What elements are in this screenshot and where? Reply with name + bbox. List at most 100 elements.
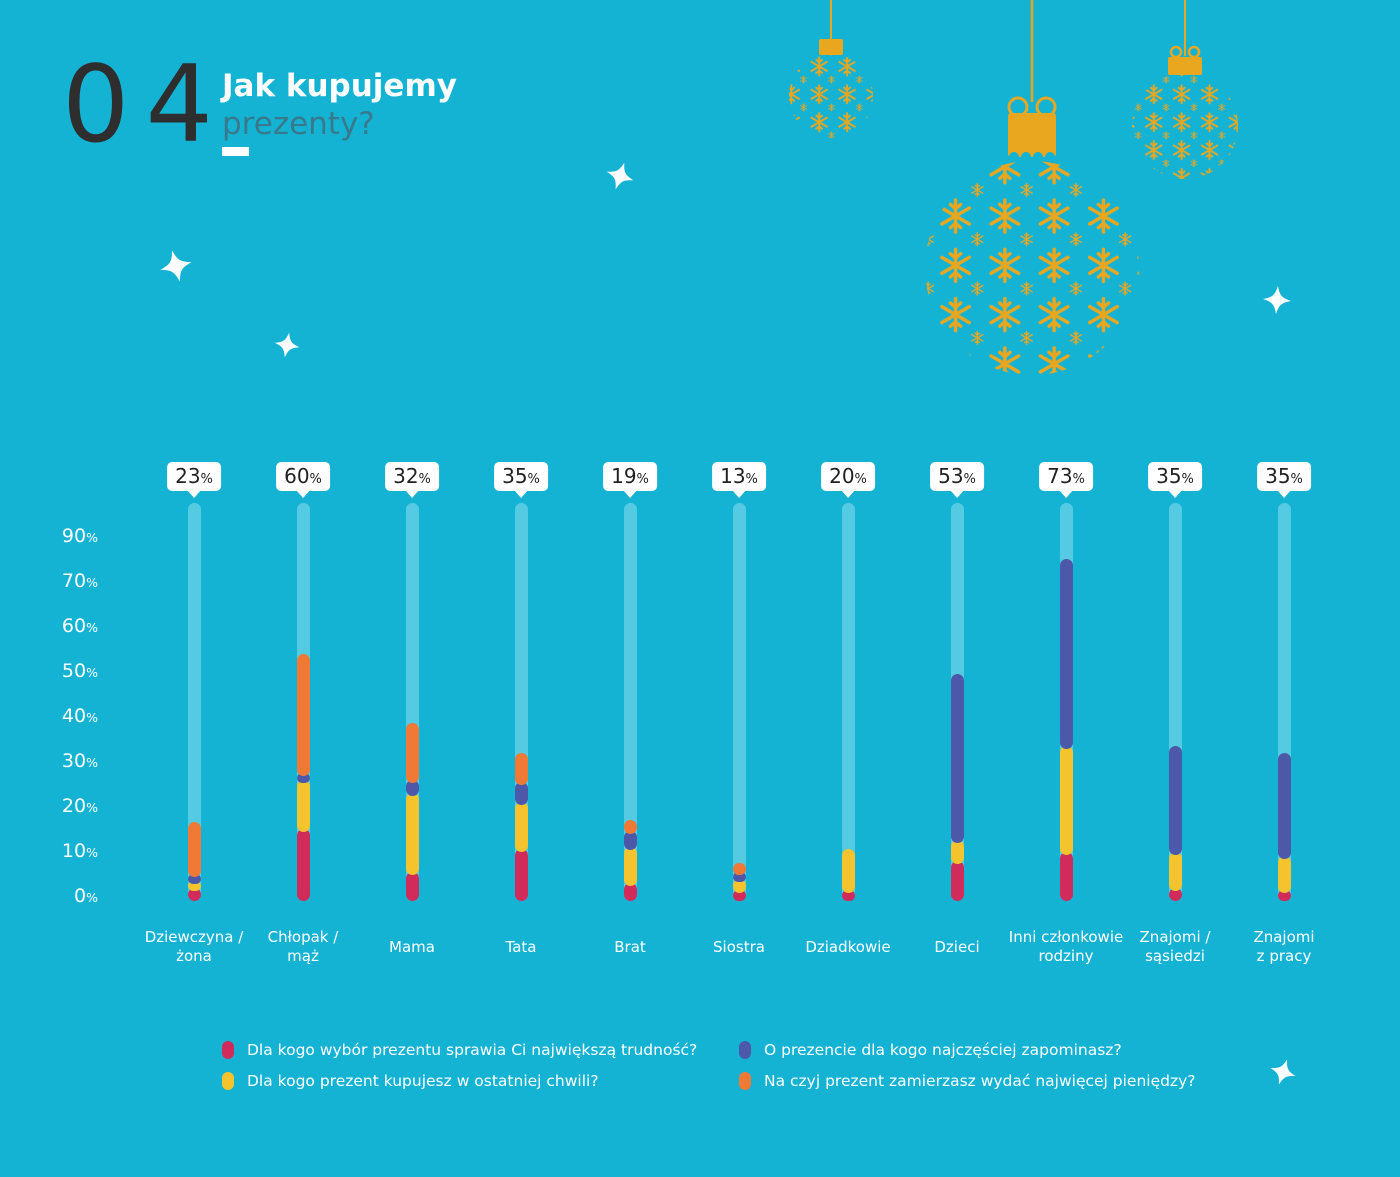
category-label: Tata [505, 937, 537, 956]
bar-segment-series-2 [1277, 752, 1291, 859]
bar-track [623, 503, 637, 901]
bar-segment-series-2 [296, 772, 310, 783]
bar-segment-series-2 [405, 779, 419, 796]
value-bubble: 20% [821, 462, 875, 492]
category-label: Brat [614, 937, 646, 956]
bar-segment-series-3 [296, 653, 310, 776]
value-bubble: 35% [494, 462, 548, 492]
bar-segment-series-1 [950, 840, 964, 864]
value-bubble: 19% [603, 462, 657, 492]
bar-track [732, 503, 746, 901]
value-bubble: 13% [712, 462, 766, 492]
legend-item: O prezencie dla kogo najczęściej zapomin… [739, 1041, 1122, 1060]
bar-segment-series-0 [623, 883, 637, 901]
bar-segment-series-2 [623, 831, 637, 850]
bar-segment-series-1 [1168, 851, 1182, 891]
bar-segment-series-2 [732, 871, 746, 882]
bar-track [1168, 503, 1182, 901]
bar-segment-series-2 [514, 781, 528, 805]
value-bubble: 23% [167, 462, 221, 492]
category-label: Dziewczyna / żona [144, 928, 244, 965]
bar-segment-series-0 [1277, 889, 1291, 901]
bar-segment-series-1 [841, 849, 855, 893]
bar-track [1277, 503, 1291, 901]
section-number: 04 [62, 43, 229, 166]
bar-segment-series-0 [405, 871, 419, 901]
y-axis-label: 60% [61, 615, 98, 637]
y-axis-label: 10% [61, 840, 98, 862]
category-label: Znajomi z pracy [1253, 928, 1315, 965]
category-label: Mama [389, 937, 435, 956]
bar-segment-series-1 [1059, 745, 1073, 855]
bar-segment-series-2 [1059, 559, 1073, 749]
bar-segment-series-3 [514, 752, 528, 785]
sparkle-icon [156, 246, 196, 286]
bar-track [841, 503, 855, 901]
legend-swatch-red [222, 1041, 234, 1060]
bar-segment-series-1 [623, 847, 637, 886]
ornament-ball-medium-icon [1132, 0, 1238, 179]
bar-segment-series-1 [405, 793, 419, 875]
bar-segment-series-3 [405, 723, 419, 783]
value-bubble: 35% [1148, 462, 1202, 492]
bar-segment-series-1 [1277, 856, 1291, 893]
legend-swatch-yellow [222, 1072, 234, 1091]
bar-segment-series-3 [732, 862, 746, 875]
category-label: Chłopak / mąż [267, 928, 339, 965]
value-bubble: 60% [276, 462, 330, 492]
y-axis-label: 40% [61, 705, 98, 727]
bar-track [514, 503, 528, 901]
bar-segment-series-1 [187, 880, 201, 891]
value-bubble: 73% [1039, 462, 1093, 492]
bar-track [296, 503, 310, 901]
sparkle-icon [1266, 1055, 1300, 1089]
legend-item: Dla kogo wybór prezentu sprawia Ci najwi… [222, 1041, 697, 1060]
bar-segment-series-0 [514, 849, 528, 901]
sparkle-icon [272, 330, 302, 360]
sparkle-icon [1262, 285, 1292, 315]
value-bubble: 35% [1257, 462, 1311, 492]
bar-segment-series-1 [514, 802, 528, 853]
bar-segment-series-0 [1168, 887, 1182, 901]
sparkle-icon [602, 158, 638, 194]
category-label: Inni członkowie rodziny [1008, 928, 1124, 965]
y-axis-label: 50% [61, 660, 98, 682]
bar-track [405, 503, 419, 901]
value-bubble: 53% [930, 462, 984, 492]
y-axis-label: 0% [74, 885, 98, 907]
legend-item: Na czyj prezent zamierzasz wydać najwięc… [739, 1072, 1196, 1091]
legend-label: Dla kogo prezent kupujesz w ostatniej ch… [247, 1072, 599, 1090]
title-underline [222, 147, 249, 156]
bar-segment-series-1 [296, 779, 310, 832]
legend-item: Dla kogo prezent kupujesz w ostatniej ch… [222, 1072, 599, 1091]
ornament-ball-large-icon [925, 0, 1139, 375]
category-label: Znajomi / sąsiedzi [1139, 928, 1211, 965]
y-axis-label: 30% [61, 750, 98, 772]
page-title: Jak kupujemy [222, 68, 457, 104]
category-label: Dzieci [934, 937, 980, 956]
bar-segment-series-0 [841, 889, 855, 901]
bar-segment-series-0 [187, 887, 201, 901]
legend-swatch-orange [739, 1072, 751, 1091]
ornament-ball-small-icon [789, 0, 873, 138]
category-label: Siostra [713, 937, 765, 956]
bar-segment-series-3 [623, 820, 637, 835]
bar-segment-series-2 [950, 673, 964, 844]
bar-segment-series-0 [950, 860, 964, 901]
category-label: Dziadkowie [805, 937, 891, 956]
y-axis-label: 70% [61, 570, 98, 592]
y-axis-label: 90% [61, 525, 98, 547]
legend-label: Na czyj prezent zamierzasz wydać najwięc… [764, 1072, 1196, 1090]
legend-label: O prezencie dla kogo najczęściej zapomin… [764, 1041, 1122, 1059]
legend-label: Dla kogo wybór prezentu sprawia Ci najwi… [247, 1041, 698, 1059]
bar-segment-series-0 [732, 889, 746, 901]
bar-segment-series-2 [1168, 745, 1182, 855]
bar-segment-series-1 [732, 878, 746, 893]
bar-track [1059, 503, 1073, 901]
bar-segment-series-3 [187, 822, 201, 877]
value-bubble: 32% [385, 462, 439, 492]
page-subtitle: prezenty? [222, 106, 375, 142]
bar-track [950, 503, 964, 901]
